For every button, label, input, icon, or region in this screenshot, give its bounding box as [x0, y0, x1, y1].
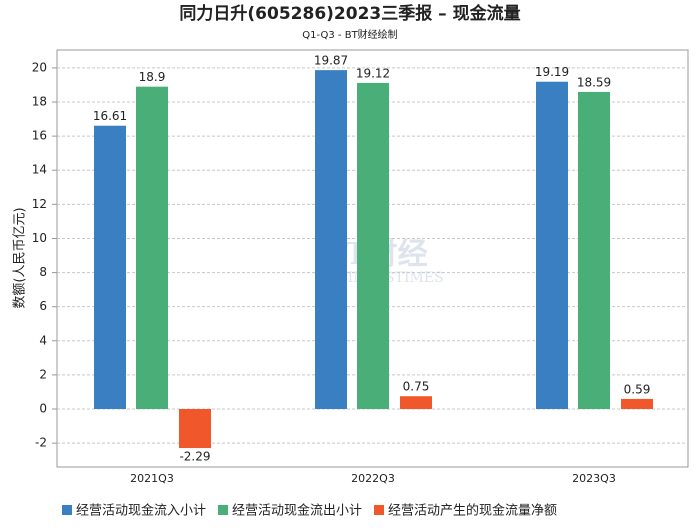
y-tick-label: 0 [39, 402, 47, 416]
data-label: -2.29 [179, 450, 210, 464]
data-label: 18.59 [577, 75, 611, 89]
legend-label: 经营活动现金流出小计 [232, 503, 362, 519]
legend-label: 经营活动现金流入小计 [76, 503, 206, 519]
bar [621, 398, 653, 410]
data-label: 0.75 [403, 380, 430, 394]
bar [357, 82, 389, 410]
legend-swatch [374, 505, 385, 515]
y-tick-label: 8 [39, 265, 47, 279]
legend-swatch [218, 505, 229, 515]
x-tick-label: 2023Q3 [572, 472, 616, 485]
data-label: 18.9 [139, 70, 166, 84]
bar [179, 409, 211, 449]
data-label: 19.87 [314, 54, 348, 68]
data-label: 16.61 [93, 109, 127, 123]
legend-swatch [62, 505, 72, 515]
data-label: 19.12 [356, 66, 390, 80]
x-tick-label: 2021Q3 [130, 472, 174, 485]
chart-subtitle: Q1-Q3 - BT财经绘制 [302, 28, 397, 41]
y-tick-label: 12 [32, 197, 47, 211]
legend-label: 经营活动产生的现金流量净额 [388, 503, 557, 519]
chart-title: 同力日升(605286)2023三季报 – 现金流量 [179, 3, 520, 24]
y-tick-label: 10 [32, 231, 47, 245]
y-tick-label: -2 [35, 436, 47, 450]
y-tick-label: 18 [32, 95, 47, 109]
bar [315, 70, 347, 410]
y-tick-label: 20 [32, 60, 47, 74]
y-tick-label: 6 [39, 299, 47, 313]
bar [136, 86, 168, 410]
bar [400, 396, 432, 410]
y-tick-label: 16 [32, 129, 47, 143]
y-axis-label: 数额(人民币亿元) [13, 207, 28, 308]
bar [578, 91, 610, 410]
y-tick-label: 14 [32, 163, 47, 177]
data-label: 19.19 [535, 65, 569, 79]
bar [536, 81, 568, 410]
data-label: 0.59 [624, 382, 651, 396]
bar [94, 125, 126, 410]
y-tick-label: 2 [39, 367, 47, 381]
y-tick-label: 4 [39, 333, 47, 347]
x-tick-label: 2022Q3 [351, 472, 395, 485]
